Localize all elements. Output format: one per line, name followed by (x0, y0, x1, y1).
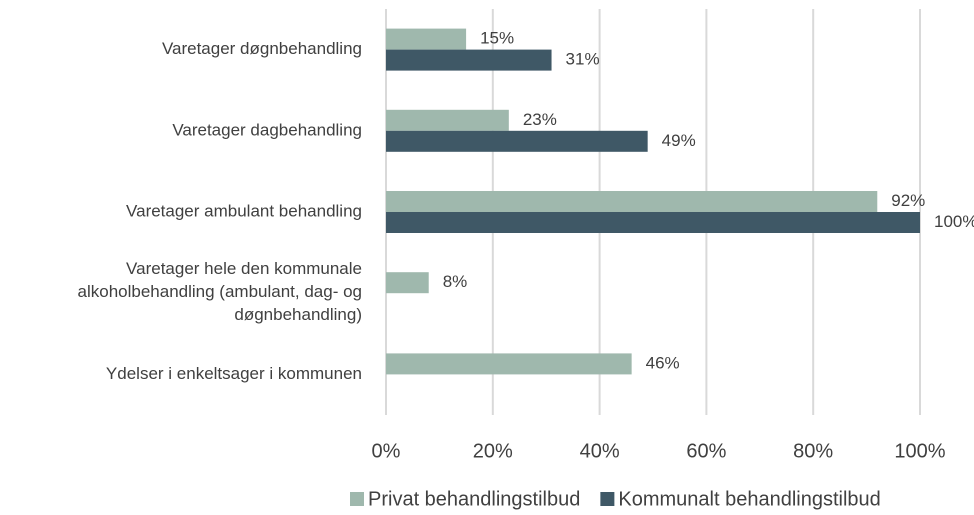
x-tick-label: 20% (473, 440, 513, 462)
x-tick-label: 0% (372, 440, 401, 462)
y-tick-label: Varetager dagbehandling (172, 120, 362, 139)
legend-swatch (350, 492, 364, 506)
value-label: 92% (891, 191, 925, 210)
bar (386, 191, 878, 212)
bar (386, 272, 429, 294)
y-tick-label: Varetager ambulant behandling (126, 201, 362, 220)
bar (386, 212, 920, 233)
value-label: 49% (662, 131, 696, 150)
y-tick-label: Varetager døgnbehandling (162, 39, 362, 58)
value-label: 46% (646, 353, 680, 372)
x-tick-label: 40% (580, 440, 620, 462)
bar (386, 109, 509, 131)
x-tick-label: 100% (894, 440, 945, 462)
value-label: 31% (566, 50, 600, 69)
legend-label: Privat behandlingstilbud (368, 488, 580, 510)
y-tick-label: Ydelser i enkeltsager i kommunen (106, 364, 362, 383)
legend-swatch (600, 492, 615, 506)
bar (386, 28, 467, 50)
x-tick-label: 80% (793, 440, 833, 462)
value-label: 100% (934, 212, 974, 231)
bar (386, 353, 632, 375)
value-label: 23% (523, 110, 557, 129)
bar (386, 49, 552, 71)
value-label: 8% (443, 272, 468, 291)
value-label: 15% (480, 29, 514, 48)
bar (386, 130, 648, 152)
y-tick-label: Varetager hele den kommunale alkoholbehan… (78, 260, 362, 325)
x-tick-label: 60% (686, 440, 726, 462)
legend-label: Kommunalt behandlingstilbud (618, 488, 880, 510)
